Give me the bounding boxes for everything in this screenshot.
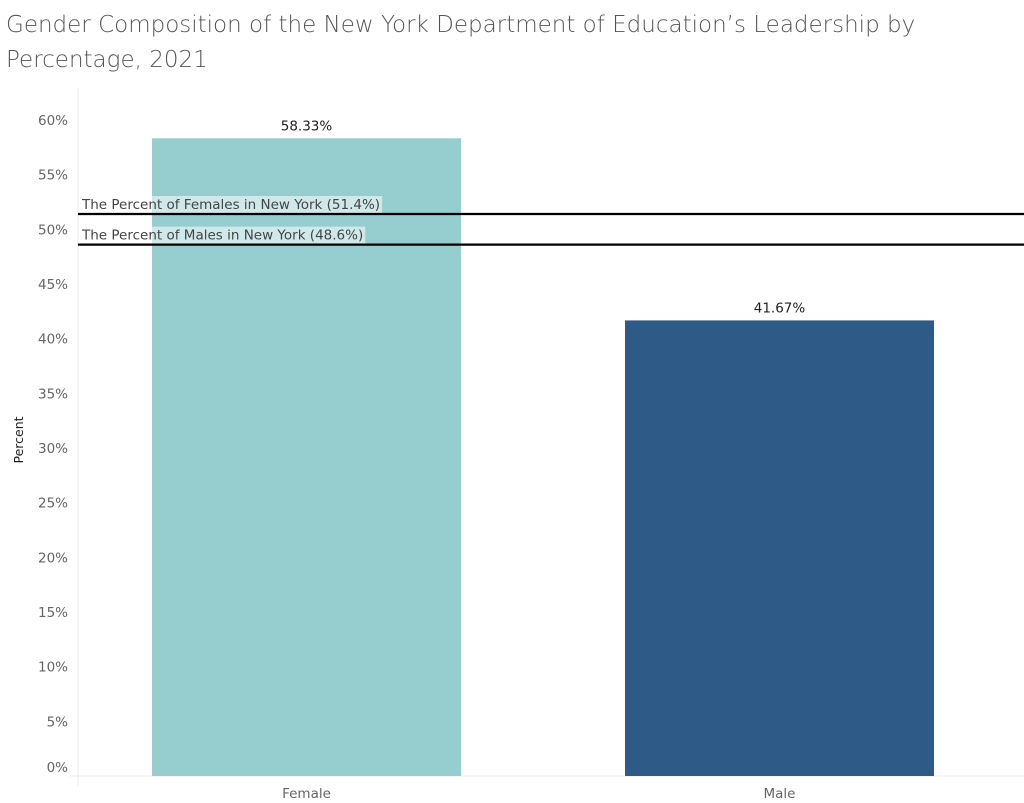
y-tick-label: 25% [38, 496, 68, 512]
data-label: 58.33% [281, 118, 333, 134]
data-label: 41.67% [754, 300, 806, 316]
y-tick-label: 15% [38, 605, 68, 621]
bar-male [625, 320, 934, 776]
x-category-label: Male [764, 786, 796, 802]
y-tick-label: 30% [38, 441, 68, 457]
y-tick-label: 50% [38, 222, 68, 238]
y-tick-label: 40% [38, 332, 68, 348]
reference-label-background [79, 196, 383, 215]
reference-line-label: The Percent of Females in New York (51.4… [81, 197, 380, 213]
y-tick-label: 55% [38, 168, 68, 184]
reference-line-label: The Percent of Males in New York (48.6%) [81, 228, 363, 244]
y-tick-label: 5% [47, 714, 69, 730]
y-tick-label: 20% [38, 550, 68, 566]
x-category-label: Female [282, 786, 331, 802]
y-axis-label: Percent [11, 416, 26, 463]
y-tick-label: 60% [38, 113, 68, 129]
y-tick-label: 10% [38, 660, 68, 676]
y-tick-label: 0% [47, 760, 69, 776]
y-tick-label: 45% [38, 277, 68, 293]
reference-label-background [79, 226, 366, 245]
chart-title: Gender Composition of the New York Depar… [6, 12, 916, 73]
y-tick-label: 35% [38, 386, 68, 402]
